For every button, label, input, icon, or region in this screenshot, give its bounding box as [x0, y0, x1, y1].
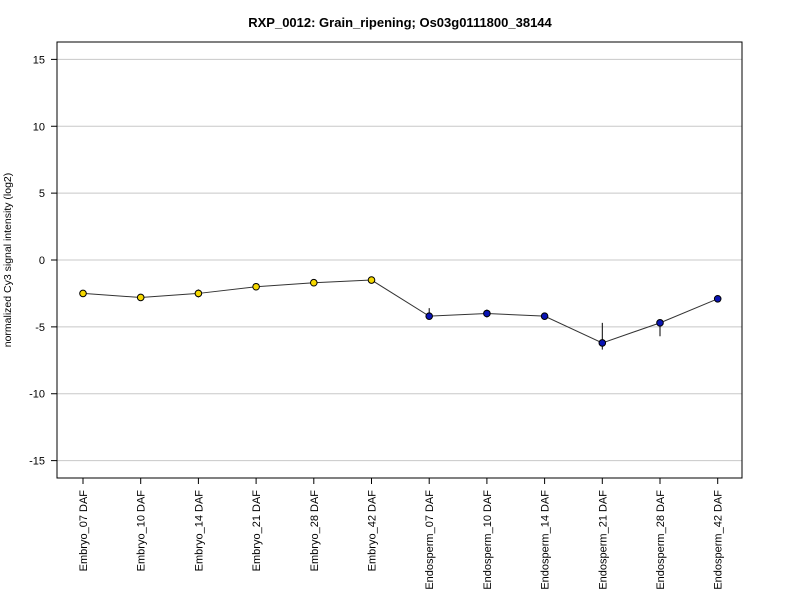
series — [79, 276, 722, 350]
axes: -15 -10 -5 0 5 10 15 Embryo_07 DAF Embryo_10 DAF… — [29, 54, 725, 589]
grid-lines — [57, 58, 742, 462]
x-tick-label: Endosperm_21 DAF — [597, 490, 609, 590]
x-tick-label: Embryo_14 DAF — [193, 490, 205, 572]
data-point — [136, 293, 145, 302]
y-tick-label: 0 — [39, 255, 45, 267]
data-point — [713, 294, 722, 303]
data-point — [310, 278, 318, 287]
y-tick-label: -10 — [29, 389, 45, 401]
data-point — [252, 282, 260, 291]
x-tick-label: Embryo_07 DAF — [78, 490, 90, 572]
data-point — [656, 319, 664, 327]
x-tick-label: Endosperm_42 DAF — [713, 490, 725, 590]
x-tick-label: Embryo_10 DAF — [136, 490, 148, 572]
plot-frame — [56, 41, 743, 479]
y-tick-label: 15 — [33, 54, 45, 66]
x-tick-label: Endosperm_10 DAF — [482, 490, 494, 590]
y-tick-label: 5 — [39, 188, 45, 200]
x-tick-label: Endosperm_28 DAF — [655, 490, 667, 590]
data-point — [483, 309, 491, 318]
y-axis-label: normalized Cy3 signal intensity (log2) — [2, 173, 14, 348]
x-tick-label: Embryo_21 DAF — [251, 490, 263, 572]
chart-title: RXP_0012: Grain_ripening; Os03g0111800_3… — [248, 15, 552, 30]
x-tick-label: Endosperm_07 DAF — [424, 490, 436, 590]
data-point — [598, 339, 607, 347]
data-point — [425, 312, 434, 320]
series-line — [82, 279, 718, 344]
data-point — [79, 289, 87, 298]
x-tick-label: Endosperm_14 DAF — [540, 490, 552, 590]
y-tick-label: 10 — [33, 121, 45, 133]
data-point — [194, 289, 203, 298]
y-tick-label: -15 — [29, 456, 45, 468]
data-point — [367, 276, 376, 284]
x-tick-label: Embryo_42 DAF — [367, 490, 379, 572]
data-point — [540, 312, 549, 320]
x-tick-label: Embryo_28 DAF — [309, 490, 321, 572]
y-tick-label: -5 — [35, 322, 45, 334]
